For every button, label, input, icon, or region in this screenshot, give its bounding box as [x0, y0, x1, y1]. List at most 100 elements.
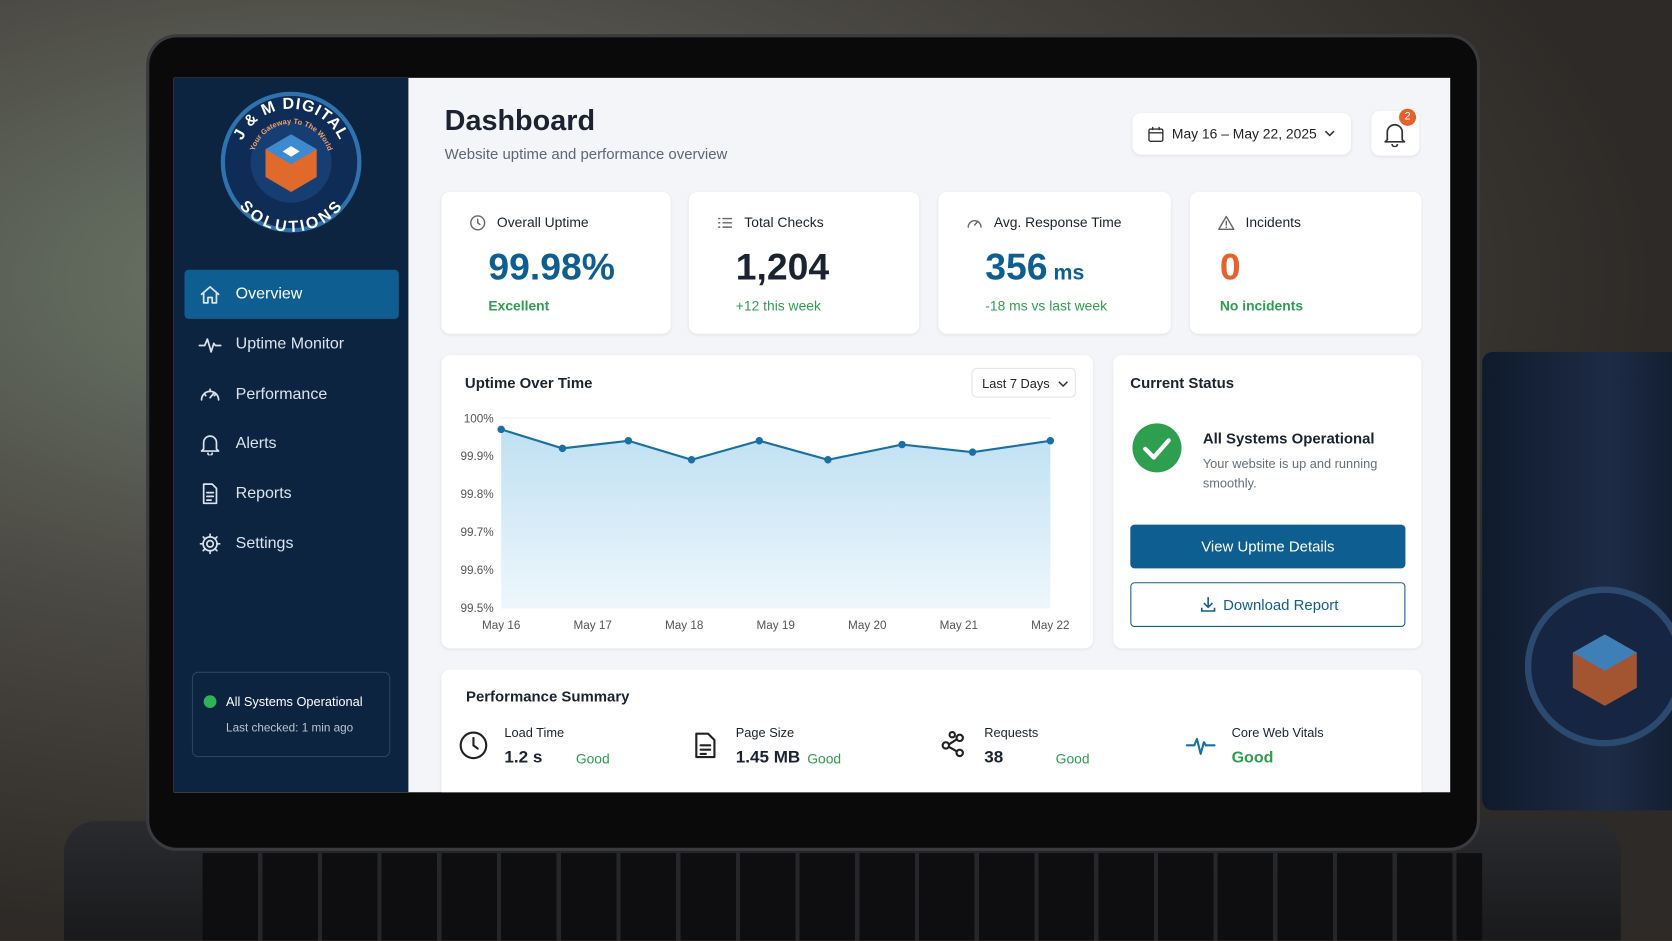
nav-item[interactable]: Performance — [235, 384, 328, 403]
x-tick-label: May 19 — [757, 619, 795, 632]
y-tick-label: 99.5% — [460, 602, 493, 615]
status-card: Current Status All Systems Operational Y… — [1113, 355, 1422, 649]
performance-rating: Good — [575, 750, 610, 767]
kpi-value: 99.98% — [488, 246, 615, 288]
performance-label: Load Time — [504, 725, 565, 741]
performance-label: Core Web Vitals — [1231, 725, 1324, 741]
performance-icon — [1185, 737, 1216, 755]
data-point — [755, 437, 764, 445]
status-checked: Last checked: 1 min ago — [226, 721, 354, 735]
kpi-card — [688, 191, 920, 334]
kpi-icon — [718, 217, 733, 228]
chevron — [1324, 130, 1335, 137]
performance-icon — [941, 730, 964, 758]
kpi-label: Incidents — [1245, 214, 1301, 231]
range-selector[interactable]: Last 7 Days — [971, 367, 1076, 398]
x-tick-label: May 20 — [848, 619, 887, 632]
performance-icon — [695, 732, 716, 759]
nav-icon — [199, 533, 221, 555]
x-tick-label: May 18 — [665, 619, 704, 632]
kpi-note: +12 this week — [735, 297, 821, 314]
calendar-icon — [1148, 126, 1164, 142]
download-report-button[interactable]: Download Report — [1130, 582, 1406, 628]
nav-item[interactable]: Alerts — [235, 434, 277, 453]
status-headline: All Systems Operational — [1202, 429, 1375, 447]
page-title: Dashboard — [444, 104, 596, 137]
performance-label: Requests — [984, 725, 1039, 741]
date-picker[interactable]: May 16 – May 22, 2025 — [1132, 113, 1352, 155]
y-tick-label: 99.7% — [460, 526, 493, 539]
kpi-unit: ms — [1053, 261, 1085, 285]
x-tick-label: May 17 — [573, 619, 611, 632]
y-tick-label: 99.6% — [460, 564, 493, 577]
data-point — [824, 456, 832, 464]
kpi-icon — [967, 220, 982, 228]
nav-item[interactable]: Overview — [235, 284, 303, 303]
mug-logo — [1524, 586, 1672, 747]
kpi-label: Total Checks — [744, 214, 824, 231]
kpi-note: Excellent — [488, 297, 550, 314]
download-label: Download Report — [1223, 596, 1339, 614]
uptime-area — [501, 429, 1051, 608]
kpi-value: 356 — [985, 246, 1048, 288]
performance-rating: Good — [807, 750, 842, 767]
x-tick-label: May 21 — [940, 619, 978, 632]
performance-value: 1.45 MB — [735, 748, 801, 767]
performance-label: Page Size — [735, 725, 795, 741]
chart-card: Uptime Over Time Last 7 Days 99.5% 99.6% 9… — [441, 355, 1093, 649]
x-tick-label: May 16 — [482, 619, 520, 632]
nav-item[interactable]: Settings — [235, 534, 294, 553]
data-point — [1046, 437, 1055, 445]
nav-item[interactable]: Uptime Monitor — [235, 334, 345, 353]
nav-icon — [198, 338, 222, 353]
status-card-title: Current Status — [1130, 374, 1234, 392]
nav-icon — [200, 435, 220, 456]
kpi-icon — [470, 215, 486, 231]
performance-icon — [459, 731, 488, 760]
date-range: May 16 – May 22, 2025 — [1171, 125, 1317, 142]
performance-title: Performance Summary — [465, 687, 630, 705]
data-point — [968, 448, 977, 456]
data-point — [624, 437, 633, 445]
performance-card: Performance Summary — [441, 669, 1422, 793]
kpi-label: Avg. Response Time — [993, 214, 1122, 231]
kpi-card — [1190, 191, 1422, 334]
x-tick-label: May 22 — [1031, 619, 1069, 632]
nav-icon — [200, 285, 220, 304]
notification-badge: 2 — [1399, 108, 1417, 126]
nav-icon — [202, 483, 218, 505]
status-title: All Systems Operational — [226, 694, 363, 710]
page-subtitle: Website uptime and performance overview — [444, 145, 728, 163]
chart-title: Uptime Over Time — [464, 374, 593, 392]
keyboard — [202, 853, 1483, 941]
y-tick-label: 99.8% — [460, 488, 493, 501]
performance-rating: Good — [1055, 750, 1090, 767]
status-dot — [203, 695, 217, 709]
kpi-icon — [1218, 215, 1235, 230]
download-icon — [1200, 597, 1216, 612]
nav-active-bg — [184, 269, 399, 319]
view-details-button[interactable]: View Uptime Details — [1130, 524, 1406, 569]
bell-icon — [1384, 123, 1406, 148]
kpi-card — [938, 191, 1171, 334]
kpi-label: Overall Uptime — [496, 214, 589, 231]
y-tick-label: 100% — [464, 412, 494, 425]
performance-value: Good — [1231, 748, 1274, 767]
kpi-value: 0 — [1219, 246, 1241, 288]
y-tick-label: 99.9% — [460, 450, 493, 463]
uptime-chart: 99.5% 99.6% 99.7% 99.8% 99.9% 100% May 16 May 1… — [460, 412, 1069, 632]
nav-item[interactable]: Reports — [235, 484, 292, 503]
performance-value: 1.2 s — [504, 748, 543, 767]
performance-value: 38 — [984, 748, 1004, 767]
chevron — [1058, 381, 1068, 388]
range-label: Last 7 Days — [982, 376, 1050, 392]
data-point — [898, 440, 906, 449]
kpi-note: No incidents — [1219, 297, 1304, 314]
kpi-note: -18 ms vs last week — [985, 297, 1108, 314]
status-text: Your website is up and running smoothly. — [1202, 456, 1378, 491]
system-status-box — [191, 671, 391, 758]
nav-icon — [200, 387, 220, 401]
kpi-value: 1,204 — [735, 246, 830, 288]
brand-logo: J & M DIGITAL Your Gateway To The World … — [220, 91, 362, 235]
